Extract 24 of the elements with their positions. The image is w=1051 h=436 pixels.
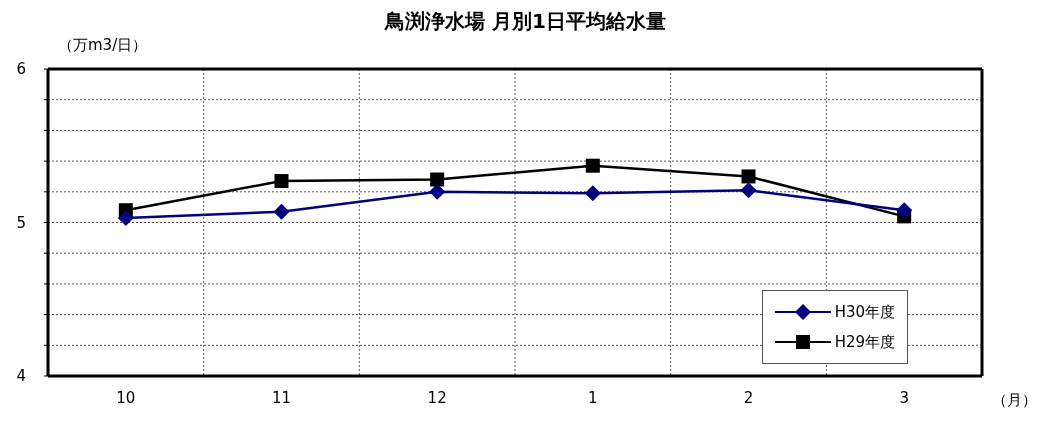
x-tick-label: 1 bbox=[588, 388, 598, 407]
point bbox=[585, 158, 600, 173]
x-tick-label: 10 bbox=[116, 388, 136, 407]
point bbox=[896, 202, 913, 219]
y-tick-label: 4 bbox=[16, 367, 26, 386]
x-tick-label: 2 bbox=[743, 388, 754, 407]
point bbox=[274, 174, 289, 189]
x-tick-label: 11 bbox=[271, 388, 292, 407]
y-axis-title: （万m3/日） bbox=[58, 36, 148, 55]
y-tick-label: 6 bbox=[16, 60, 26, 79]
legend-label: H30年度 bbox=[834, 302, 895, 322]
x-tick-label: 3 bbox=[899, 388, 909, 407]
y-tick-label: 5 bbox=[16, 213, 26, 232]
chart-title: 鳥渕浄水場 月別1日平均給水量 bbox=[383, 8, 667, 34]
point bbox=[740, 182, 757, 199]
x-axis-title: （月） bbox=[992, 391, 1037, 410]
point bbox=[429, 183, 446, 200]
point bbox=[430, 172, 445, 187]
point bbox=[117, 209, 134, 226]
legend-label: H29年度 bbox=[834, 332, 895, 352]
point bbox=[273, 203, 290, 220]
point bbox=[584, 185, 601, 202]
point bbox=[741, 169, 756, 184]
x-tick-label: 12 bbox=[427, 388, 447, 407]
